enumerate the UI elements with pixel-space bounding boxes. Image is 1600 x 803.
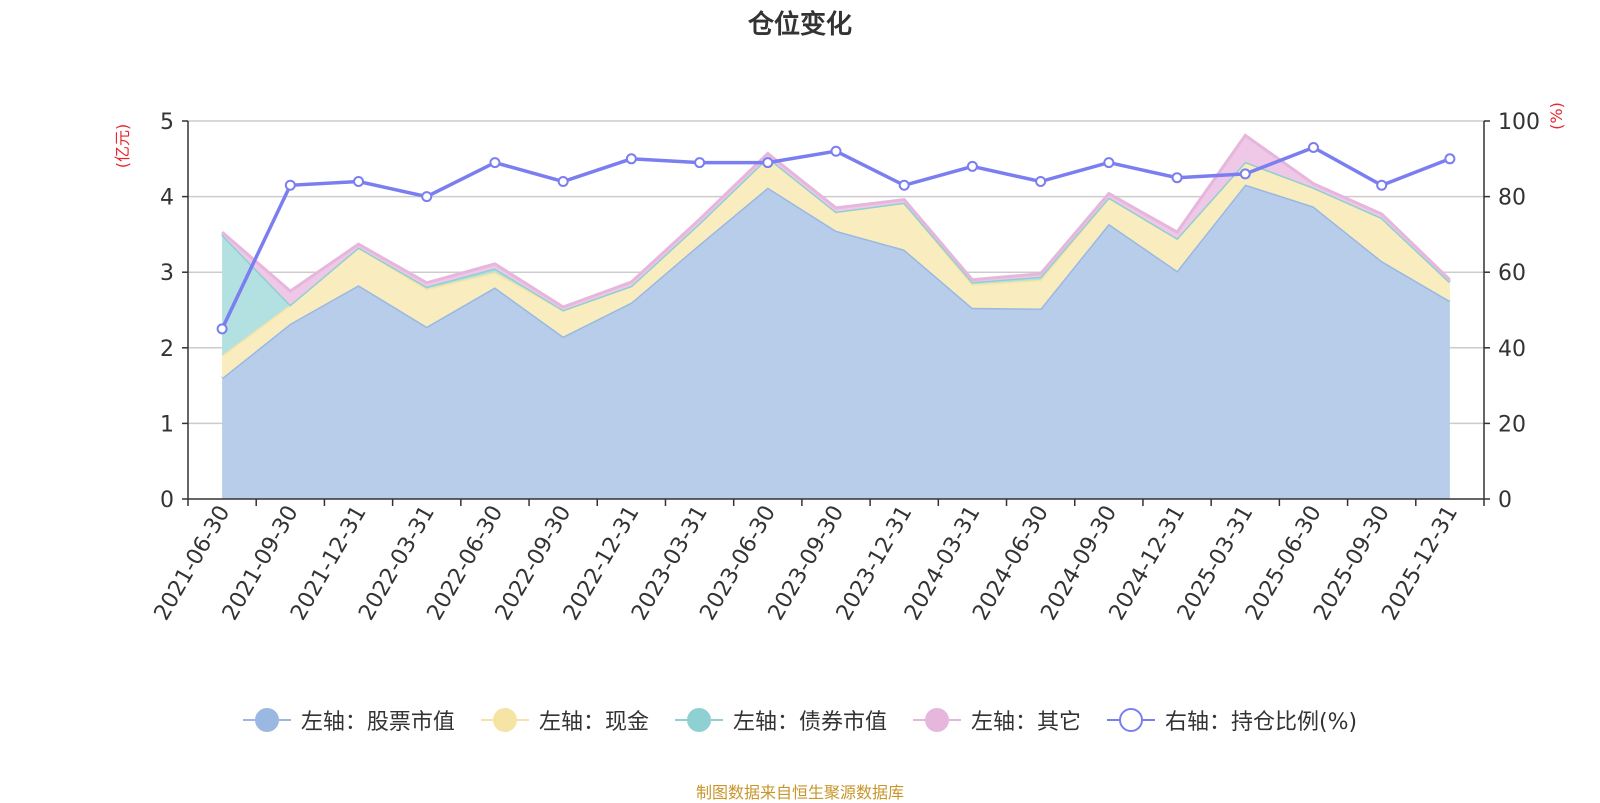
legend-label: 右轴：持仓比例(%) <box>1164 710 1358 735</box>
ratio-point <box>762 157 774 169</box>
left-tick-label: 0 <box>160 488 174 513</box>
ratio-point <box>1035 175 1047 187</box>
legend-symbol-icon <box>912 706 961 734</box>
ratio-point <box>1444 153 1456 165</box>
ratio-point <box>966 160 978 172</box>
right-tick-label: 20 <box>1498 412 1526 437</box>
legend-item[interactable]: 左轴：股票市值 <box>242 704 455 736</box>
legend-item[interactable]: 左轴：现金 <box>480 704 649 736</box>
legend: 左轴：股票市值 左轴：现金 左轴：债券市值 左轴：其它 右轴：持仓比例(%) <box>0 704 1600 736</box>
ratio-point <box>1307 141 1319 153</box>
legend-label: 左轴：现金 <box>538 710 649 735</box>
area-左轴：股票市值 <box>222 184 1450 499</box>
ratio-point <box>625 153 637 165</box>
ratio-point <box>284 179 296 191</box>
ratio-point <box>216 323 228 335</box>
right-axis-name: (%) <box>1547 102 1566 130</box>
legend-item[interactable]: 右轴：持仓比例(%) <box>1106 704 1358 736</box>
legend-symbol-icon <box>674 706 723 734</box>
ratio-point <box>489 157 501 169</box>
ratio-point <box>1239 168 1251 180</box>
source-footer: 制图数据来自恒生聚源数据库 <box>695 783 904 802</box>
left-axis-name: (亿元) <box>113 124 132 169</box>
ratio-point <box>898 179 910 191</box>
left-tick-label: 1 <box>160 412 174 437</box>
ratio-point <box>694 157 706 169</box>
right-tick-label: 40 <box>1498 337 1526 362</box>
area-series <box>221 133 1451 499</box>
legend-item[interactable]: 左轴：其它 <box>912 704 1081 736</box>
right-tick-label: 60 <box>1498 261 1526 286</box>
left-tick-label: 5 <box>160 110 174 135</box>
legend-symbol-icon <box>1106 706 1155 734</box>
right-tick-label: 100 <box>1498 110 1540 135</box>
left-tick-label: 3 <box>160 261 174 286</box>
right-tick-label: 0 <box>1498 488 1512 513</box>
ratio-point <box>557 175 569 187</box>
legend-item[interactable]: 左轴：债券市值 <box>674 704 887 736</box>
ratio-point <box>421 191 433 203</box>
legend-label: 左轴：其它 <box>970 710 1081 735</box>
legend-symbol-icon <box>242 706 291 734</box>
line-series <box>216 141 1456 335</box>
legend-label: 左轴：债券市值 <box>732 710 887 735</box>
area-edge-左轴：其它 <box>221 133 1451 309</box>
left-tick-label: 2 <box>160 337 174 362</box>
ratio-point <box>1103 157 1115 169</box>
ratio-point <box>353 175 365 187</box>
right-tick-label: 80 <box>1498 186 1526 211</box>
left-tick-label: 4 <box>160 186 174 211</box>
legend-label: 左轴：股票市值 <box>300 710 455 735</box>
ratio-point <box>1376 179 1388 191</box>
legend-symbol-icon <box>480 706 529 734</box>
ratio-point <box>1171 172 1183 184</box>
ratio-point <box>830 145 842 157</box>
chart-title: 仓位变化 <box>747 10 852 40</box>
